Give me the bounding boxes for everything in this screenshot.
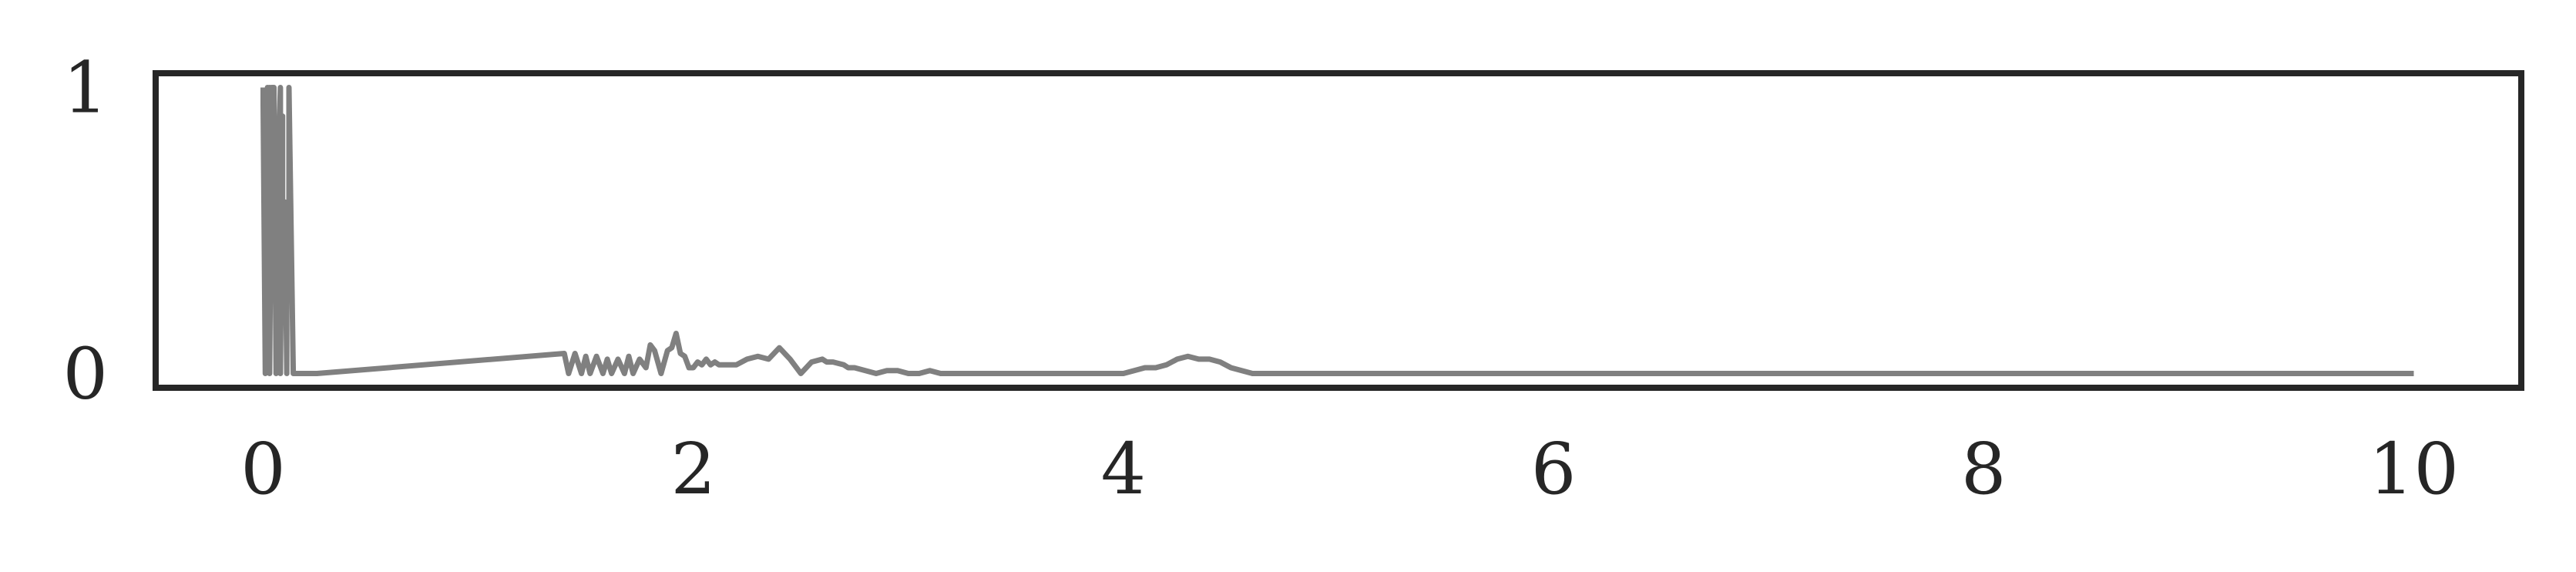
y-tick-label: 1	[62, 47, 108, 130]
x-tick-label: 0	[240, 428, 286, 510]
plot-area	[260, 85, 2414, 376]
y-tick-label: 0	[62, 332, 108, 415]
x-tick-label: 2	[670, 428, 716, 510]
plot-frame	[153, 70, 2524, 391]
x-tick-label: 4	[1101, 428, 1147, 510]
y-tick-labels: 01	[62, 47, 108, 416]
x-tick-label: 6	[1531, 428, 1577, 510]
x-tick-label: 8	[1961, 428, 2007, 510]
x-tick-label: 10	[2369, 428, 2459, 510]
series-line-0	[260, 85, 2414, 376]
x-tick-labels: 0 2 4 6 8 10	[240, 428, 2459, 510]
